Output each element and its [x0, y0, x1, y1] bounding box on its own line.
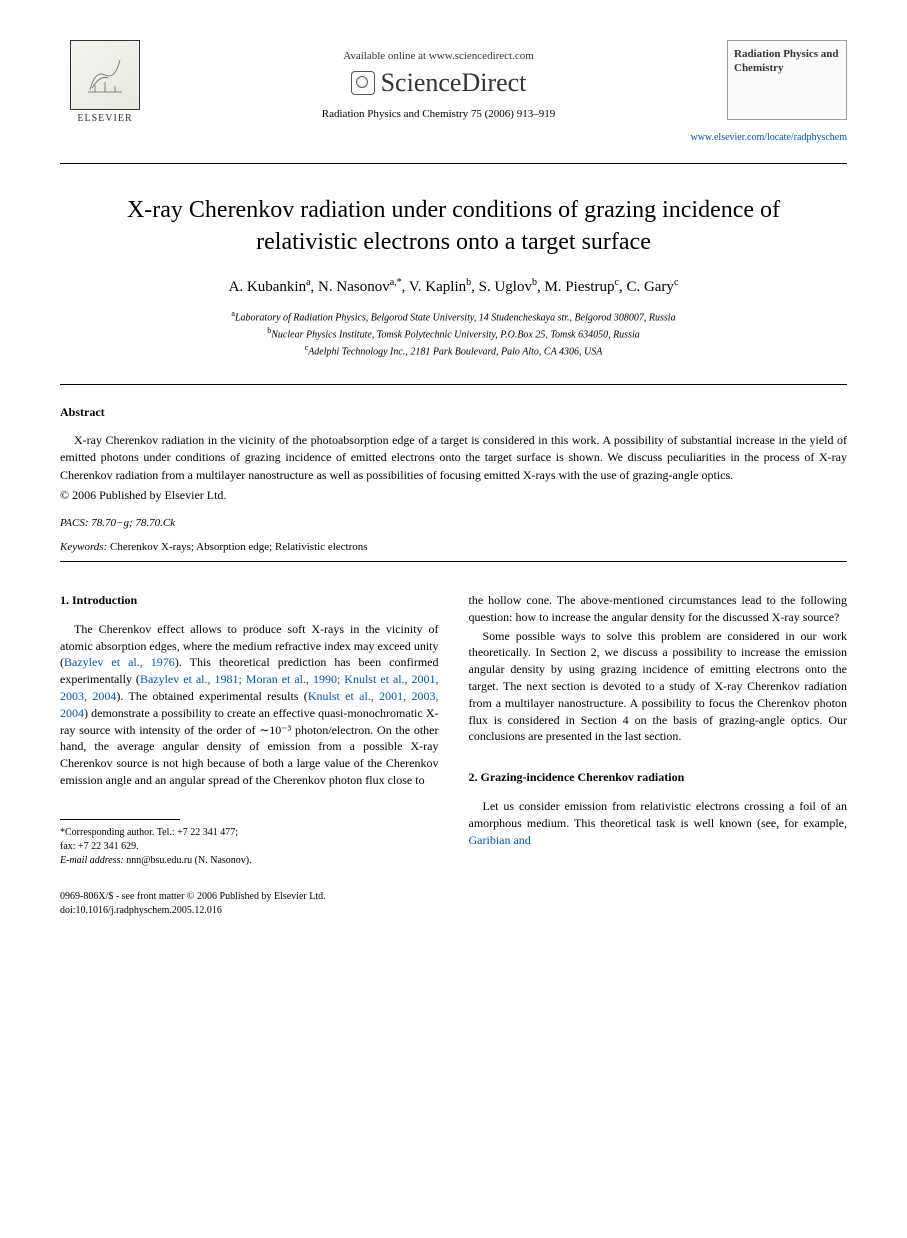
email-label: E-mail address:: [60, 855, 124, 866]
affiliations: aLaboratory of Radiation Physics, Belgor…: [60, 308, 847, 360]
section2-heading: 2. Grazing-incidence Cherenkov radiation: [469, 769, 848, 786]
abstract-heading: Abstract: [60, 405, 847, 420]
section1-para2-cont: the hollow cone. The above-mentioned cir…: [469, 592, 848, 626]
section1-para3: Some possible ways to solve this problem…: [469, 628, 848, 746]
rule-top: [60, 163, 847, 164]
email-value: nnn@bsu.edu.ru (N. Nasonov).: [126, 855, 251, 866]
journal-url[interactable]: www.elsevier.com/locate/radphyschem: [60, 132, 847, 143]
keywords: Keywords: Cherenkov X-rays; Absorption e…: [60, 541, 847, 553]
corr-tel: *Corresponding author. Tel.: +7 22 341 4…: [60, 826, 439, 840]
sciencedirect-text: ScienceDirect: [381, 68, 527, 98]
journal-cover: Radiation Physics and Chemistry: [727, 40, 847, 120]
section1-para1: The Cherenkov effect allows to produce s…: [60, 621, 439, 789]
section1-heading: 1. Introduction: [60, 592, 439, 609]
publisher-name: ELSEVIER: [77, 113, 132, 124]
rule-abstract-bottom: [60, 561, 847, 562]
doi: doi:10.1016/j.radphyschem.2005.12.016: [60, 904, 439, 918]
affiliation-b: bNuclear Physics Institute, Tomsk Polyte…: [60, 325, 847, 342]
corr-email-line: E-mail address: nnn@bsu.edu.ru (N. Nason…: [60, 854, 439, 868]
citation-bazylev1976[interactable]: Bazylev et al., 1976: [64, 655, 175, 669]
available-online: Available online at www.sciencedirect.co…: [150, 50, 727, 62]
front-matter: 0969-806X/$ - see front matter © 2006 Pu…: [60, 890, 439, 904]
abstract-copyright: © 2006 Published by Elsevier Ltd.: [60, 488, 847, 503]
affiliation-a: aLaboratory of Radiation Physics, Belgor…: [60, 308, 847, 325]
corr-fax: fax: +7 22 341 629.: [60, 840, 439, 854]
authors-list: A. Kubankina, N. Nasonova,*, V. Kaplinb,…: [60, 277, 847, 296]
section2-para1: Let us consider emission from relativist…: [469, 798, 848, 848]
publisher-block: ELSEVIER: [60, 40, 150, 124]
footnote-separator: [60, 819, 180, 820]
body-columns: 1. Introduction The Cherenkov effect all…: [60, 592, 847, 918]
sciencedirect-icon: [351, 71, 375, 95]
sciencedirect-brand: ScienceDirect: [150, 68, 727, 98]
journal-cover-block: Radiation Physics and Chemistry: [727, 40, 847, 120]
elsevier-logo: [70, 40, 140, 110]
left-column: 1. Introduction The Cherenkov effect all…: [60, 592, 439, 918]
journal-reference: Radiation Physics and Chemistry 75 (2006…: [150, 108, 727, 120]
center-header: Available online at www.sciencedirect.co…: [150, 40, 727, 120]
journal-cover-title: Radiation Physics and Chemistry: [734, 47, 840, 76]
keywords-label: Keywords:: [60, 541, 107, 553]
keywords-text: Cherenkov X-rays; Absorption edge; Relat…: [110, 541, 368, 553]
abstract-text: X-ray Cherenkov radiation in the vicinit…: [60, 432, 847, 484]
corresponding-author-footnote: *Corresponding author. Tel.: +7 22 341 4…: [60, 826, 439, 868]
affiliation-c: cAdelphi Technology Inc., 2181 Park Boul…: [60, 342, 847, 359]
citation-garibian[interactable]: Garibian and: [469, 833, 531, 847]
right-column: the hollow cone. The above-mentioned cir…: [469, 592, 848, 918]
bottom-info: 0969-806X/$ - see front matter © 2006 Pu…: [60, 890, 439, 918]
header-row: ELSEVIER Available online at www.science…: [60, 40, 847, 124]
rule-abstract-top: [60, 384, 847, 385]
article-title: X-ray Cherenkov radiation under conditio…: [100, 194, 807, 259]
pacs-codes: PACS: 78.70−g; 78.70.Ck: [60, 517, 847, 529]
